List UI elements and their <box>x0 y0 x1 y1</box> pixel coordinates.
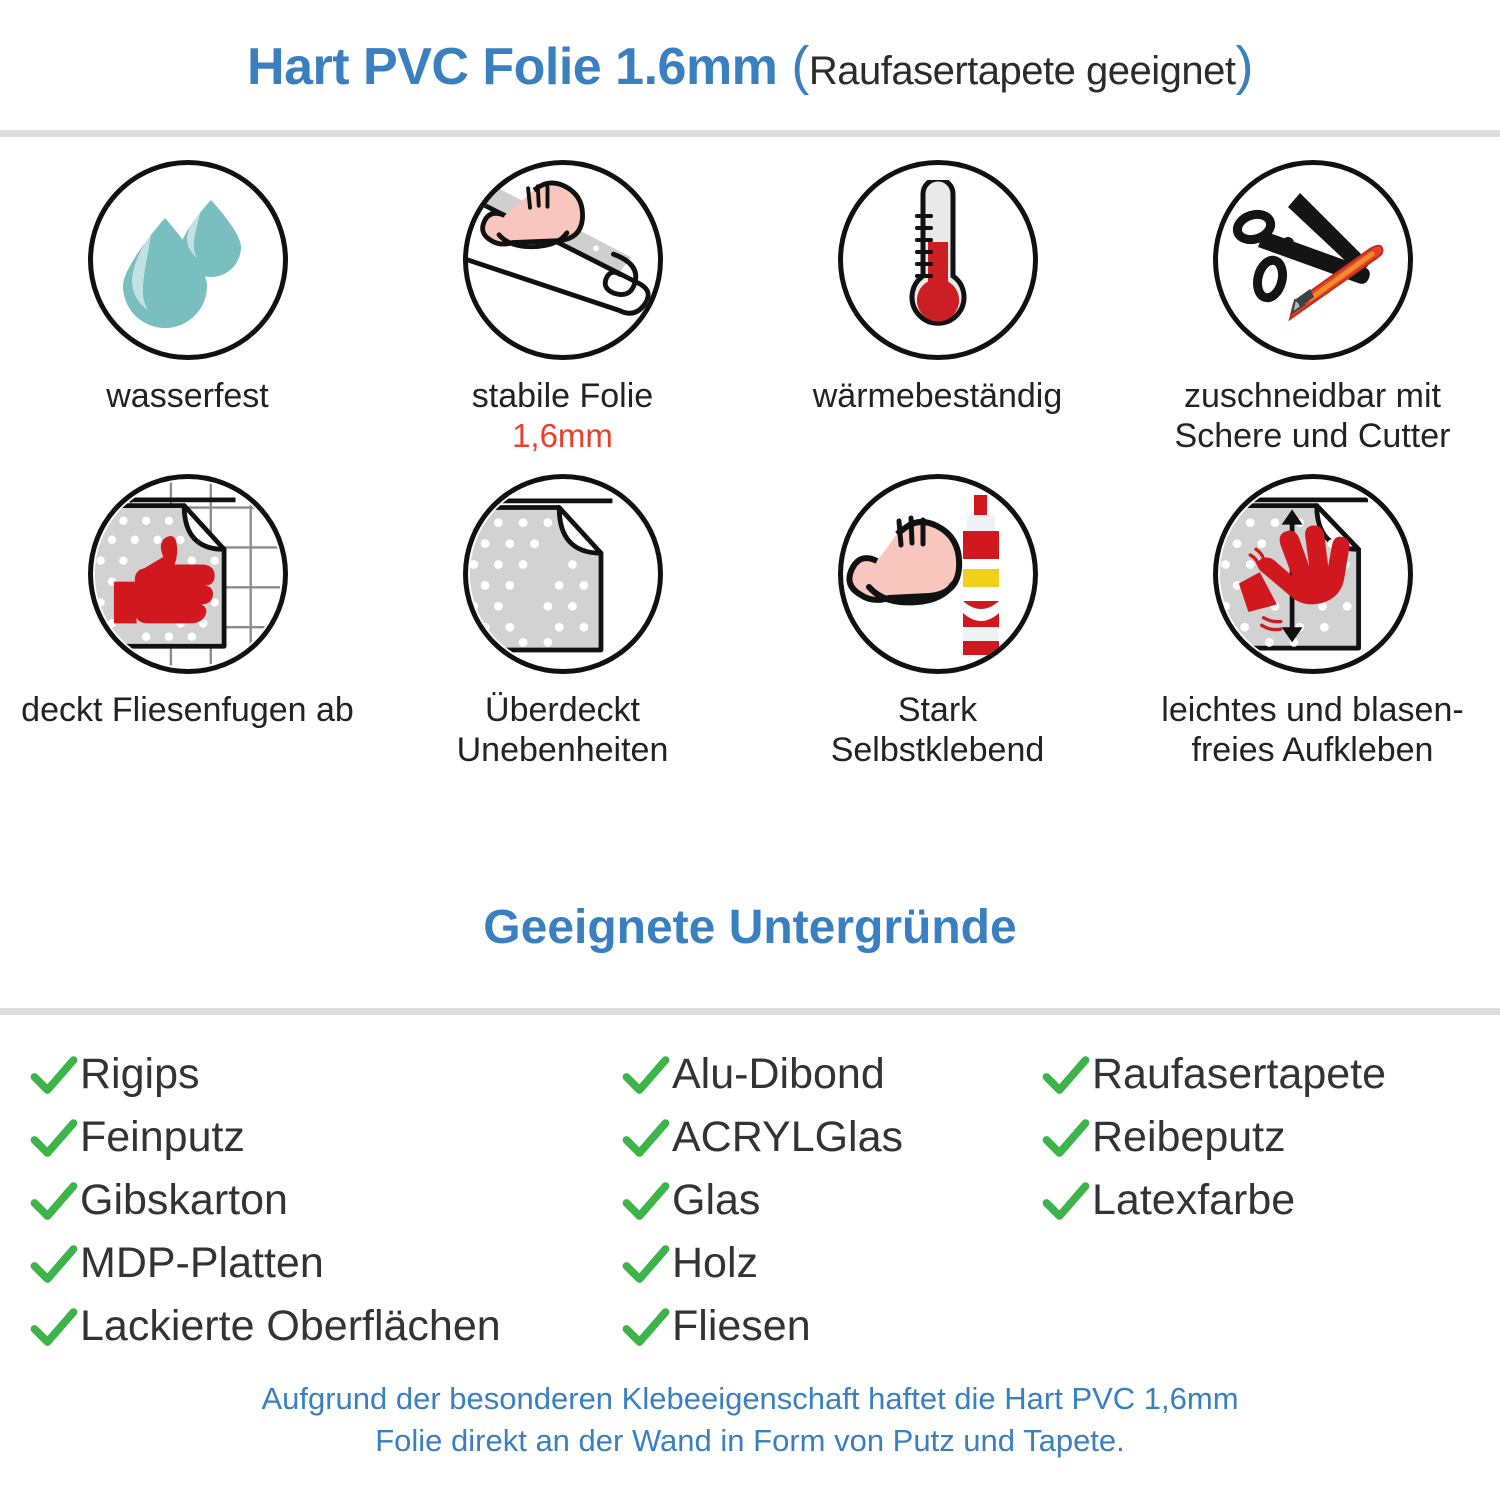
footer-note: Aufgrund der besonderen Klebeeigenschaft… <box>0 1378 1500 1462</box>
feature-grid: wasserfest <box>0 160 1500 770</box>
feature-selbstklebend: Stark Selbstklebend <box>750 474 1125 770</box>
feature-unebenheiten: Überdeckt Unebenheiten <box>375 474 750 770</box>
list-item-label: Glas <box>672 1176 761 1224</box>
list-item: Rigips <box>28 1045 620 1108</box>
feature-caption: stabile Folie <box>471 377 654 415</box>
list-item-label: Fliesen <box>672 1302 811 1350</box>
title-paren-close: ) <box>1235 36 1253 96</box>
list-item-label: Feinputz <box>80 1113 245 1161</box>
check-icon <box>1042 1181 1090 1220</box>
list-item: Feinputz <box>28 1108 620 1171</box>
check-icon <box>30 1307 78 1346</box>
film-curled-corner-icon <box>462 474 663 675</box>
feature-caption: zuschneidbar mit Schere und Cutter <box>1174 377 1451 456</box>
check-icon <box>622 1118 670 1157</box>
list-item: ACRYLGlas <box>620 1108 1040 1171</box>
check-icon <box>622 1307 670 1346</box>
list-item-label: Alu-Dibond <box>672 1050 885 1098</box>
feature-caption: wasserfest <box>106 377 269 415</box>
check-icon <box>622 1055 670 1094</box>
feature-zuschneidbar: zuschneidbar mit Schere und Cutter <box>1125 160 1500 456</box>
list-item-label: ACRYLGlas <box>672 1113 904 1161</box>
divider-bottom <box>0 1008 1500 1015</box>
title-paren-open: ( <box>791 36 809 96</box>
list-item: Holz <box>620 1234 1040 1297</box>
footer-line-1: Aufgrund der besonderen Klebeeigenschaft… <box>261 1381 1239 1416</box>
feature-wasserfest: wasserfest <box>0 160 375 456</box>
title-main: Hart PVC Folie 1.6mm <box>247 38 778 96</box>
list-item-label: Rigips <box>80 1050 200 1098</box>
checklist-column-2: Alu-Dibond ACRYLGlas Glas Holz Fliesen <box>620 1045 1040 1360</box>
check-icon <box>30 1244 78 1283</box>
list-item: Reibeputz <box>1040 1108 1472 1171</box>
list-item: Glas <box>620 1171 1040 1234</box>
scissors-cutter-icon <box>1212 160 1413 360</box>
water-drops-icon <box>87 160 288 360</box>
feature-caption: leichtes und blasen- freies Aufkleben <box>1161 691 1464 770</box>
feature-stabile-folie: stabile Folie 1,6mm <box>375 160 750 456</box>
feature-caption: wärmebeständig <box>812 377 1063 415</box>
list-item-label: Gibskarton <box>80 1176 288 1224</box>
strong-arm-glue-tube-icon <box>837 474 1038 675</box>
list-item-label: MDP-Platten <box>80 1239 324 1287</box>
list-item: Raufasertapete <box>1040 1045 1472 1108</box>
hand-smoothing-film-icon <box>1212 474 1413 675</box>
feature-waermebestaendig: wärmebeständig <box>750 160 1125 456</box>
list-item-label: Latexfarbe <box>1092 1176 1296 1224</box>
page-title: Hart PVC Folie 1.6mm (Raufasertapete gee… <box>247 35 1253 97</box>
checklist-column-1: Rigips Feinputz Gibskarton MDP-Platten L… <box>0 1045 620 1360</box>
check-icon <box>30 1181 78 1220</box>
list-item: Fliesen <box>620 1297 1040 1360</box>
list-item-label: Holz <box>672 1239 759 1287</box>
footer-line-2: Folie direkt an der Wand in Form von Put… <box>375 1422 1125 1458</box>
checklist-column-3: Raufasertapete Reibeputz Latexfarbe <box>1040 1045 1472 1234</box>
feature-caption: deckt Fliesenfugen ab <box>21 691 354 730</box>
list-item: Lackierte Oberflächen <box>28 1297 620 1360</box>
thumbs-up-tile-grid-icon <box>87 474 288 675</box>
list-item: Alu-Dibond <box>620 1045 1040 1108</box>
check-icon <box>30 1118 78 1157</box>
divider-top <box>0 130 1500 137</box>
feature-caption: Stark Selbstklebend <box>830 691 1045 770</box>
strong-arm-film-roll-icon <box>462 160 663 360</box>
list-item: MDP-Platten <box>28 1234 620 1297</box>
feature-aufkleben: leichtes und blasen- freies Aufkleben <box>1125 474 1500 770</box>
thermometer-icon <box>837 160 1038 360</box>
suitable-surfaces-list: Rigips Feinputz Gibskarton MDP-Platten L… <box>0 1045 1500 1360</box>
feature-caption: Überdeckt Unebenheiten <box>456 691 669 770</box>
check-icon <box>622 1244 670 1283</box>
check-icon <box>1042 1118 1090 1157</box>
check-icon <box>30 1055 78 1094</box>
list-item-label: Raufasertapete <box>1092 1050 1387 1098</box>
title-subtitle: Raufasertapete geeignet <box>808 49 1236 93</box>
section-heading: Geeignete Untergründe <box>483 901 1017 954</box>
check-icon <box>622 1181 670 1220</box>
check-icon <box>1042 1055 1090 1094</box>
feature-subcaption: 1,6mm <box>512 417 613 455</box>
list-item-label: Lackierte Oberflächen <box>80 1302 501 1350</box>
list-item-label: Reibeputz <box>1092 1113 1286 1161</box>
title-bar: Hart PVC Folie 1.6mm (Raufasertapete gee… <box>0 0 1500 132</box>
feature-fliesenfugen: deckt Fliesenfugen ab <box>0 474 375 770</box>
list-item: Latexfarbe <box>1040 1171 1472 1234</box>
list-item: Gibskarton <box>28 1171 620 1234</box>
